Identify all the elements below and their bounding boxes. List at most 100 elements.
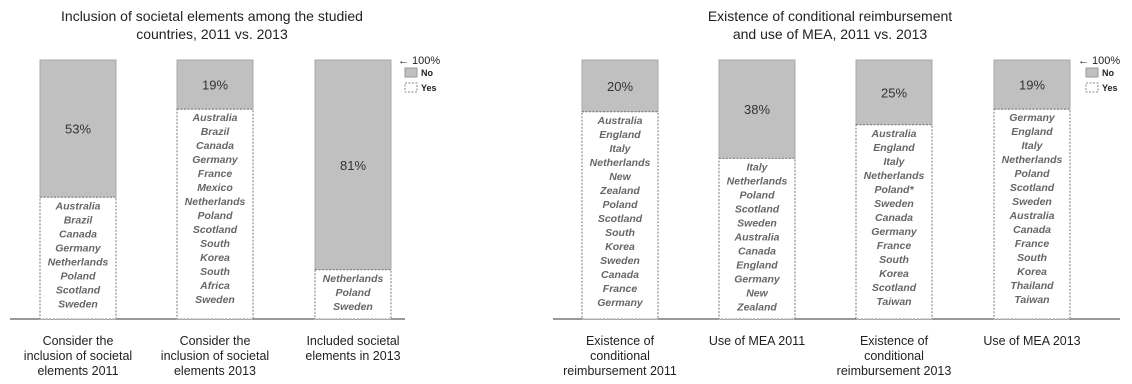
chart2-bar-1-country-14: Germany <box>597 297 644 309</box>
chart2-bar-1-country-4: Netherlands <box>590 157 651 169</box>
chart1-bar-yes-2 <box>176 108 254 320</box>
chart2-bar-1-country-13: France <box>603 283 638 295</box>
chart1-bar-no-2 <box>176 59 254 110</box>
chart2-bar-no-label-3: 25% <box>881 85 907 100</box>
chart2-bar-1-country-10: Korea <box>605 241 635 253</box>
chart1-bar-yes-1 <box>39 196 117 320</box>
chart2-title-line-2: and use of MEA, 2011 vs. 2013 <box>733 26 928 42</box>
chart2-bar-no-1 <box>581 59 659 113</box>
chart1-legend-label-yes: Yes <box>421 83 437 93</box>
chart2-bar-3-country-6: Sweden <box>874 198 914 210</box>
chart1-legend-swatch-yes <box>404 82 418 93</box>
chart1-bar-2-country-9: Scotland <box>193 224 238 236</box>
chart2-bar-4-country-9: Canada <box>1013 224 1051 236</box>
chart2-bar-2-country-2: Netherlands <box>727 175 788 187</box>
chart1-bar-1-country-6: Poland <box>60 270 96 282</box>
chart2-bar-4-country-11: South <box>1017 252 1047 264</box>
chart2-bar-3-country-9: France <box>877 240 912 252</box>
chart2-bar-1-country-12: Canada <box>601 269 639 281</box>
chart1-category-1-line-2: inclusion of societal <box>24 349 132 363</box>
chart2-bar-3-country-7: Canada <box>875 212 913 224</box>
chart1-bar-3-country-3: Sweden <box>333 301 373 313</box>
chart2-bar-3-country-12: Scotland <box>872 282 917 294</box>
chart1-bar-2-country-6: Mexico <box>197 182 233 194</box>
chart2-category-1-line-3: reimbursement 2011 <box>563 364 677 378</box>
chart2-legend-swatch-yes <box>1085 82 1099 93</box>
chart2-bar-3-country-5: Poland* <box>874 184 914 196</box>
chart2-category-2-line-1: Use of MEA 2011 <box>709 334 805 348</box>
chart1-bar-1-country-7: Scotland <box>56 284 101 296</box>
chart1-bar-2-country-1: Australia <box>192 112 238 124</box>
chart2-bar-3-country-3: Italy <box>883 156 905 168</box>
chart1-title-line-1: Inclusion of societal elements among the… <box>61 8 363 24</box>
chart2-bar-3-country-1: Australia <box>871 128 917 140</box>
chart2-bar-2-country-11: Zealand <box>736 301 777 313</box>
chart2-bar-2-country-9: Germany <box>734 273 781 285</box>
chart1-bar-3-country-1: Netherlands <box>323 273 384 285</box>
chart2-bar-3-country-4: Netherlands <box>864 170 925 182</box>
chart2-category-1-line-1: Existence of <box>586 334 655 348</box>
chart2-legend-label-yes: Yes <box>1102 83 1118 93</box>
chart2-bar-4-country-12: Korea <box>1017 266 1047 278</box>
chart2-bar-4-country-2: England <box>1011 126 1053 138</box>
chart2-bar-4-country-5: Poland <box>1014 168 1050 180</box>
chart2-bar-no-label-2: 38% <box>744 102 770 117</box>
chart1-bar-yes-3 <box>314 269 392 320</box>
chart2-bar-2-country-1: Italy <box>746 161 768 173</box>
chart2-bar-1-country-5: New <box>609 171 631 183</box>
chart2-bar-1-country-9: South <box>605 227 635 239</box>
chart1-bar-2-country-4: Germany <box>192 154 239 166</box>
chart2-bar-4-country-8: Australia <box>1009 210 1055 222</box>
chart2-bar-2-country-3: Poland <box>739 189 775 201</box>
chart1-bar-1-country-2: Brazil <box>64 214 94 226</box>
chart2-bar-3-country-11: Korea <box>879 268 909 280</box>
chart2-bar-1-country-8: Scotland <box>598 213 643 225</box>
chart1-category-2-line-2: inclusion of societal <box>161 349 269 363</box>
chart1-bar-2-country-13: Africa <box>199 280 230 292</box>
chart1-legend-label-no: No <box>421 68 433 78</box>
chart1-category-3-line-1: Included societal <box>306 334 399 348</box>
chart1-bar-2-country-12: South <box>200 266 230 278</box>
chart2-bar-no-4 <box>993 59 1071 110</box>
chart2-bar-2-country-10: New <box>746 287 768 299</box>
chart1-top-marker: ← 100% <box>398 55 440 67</box>
chart1-bar-1-country-1: Australia <box>55 200 101 212</box>
chart1-category-1-line-3: elements 2011 <box>37 364 118 378</box>
chart1-bar-2-country-5: France <box>198 168 233 180</box>
chart2-bar-3-country-10: South <box>879 254 909 266</box>
chart1-bar-1-country-5: Netherlands <box>48 256 109 268</box>
chart1-bar-2-country-8: Poland <box>197 210 233 222</box>
chart2-bar-4-country-10: France <box>1015 238 1050 250</box>
chart1-bar-no-label-3: 81% <box>340 158 366 173</box>
chart2-bar-yes-2 <box>718 157 796 320</box>
chart1-bar-1-country-3: Canada <box>59 228 97 240</box>
chart2-bar-3-country-8: Germany <box>871 226 918 238</box>
chart1-bar-2-country-3: Canada <box>196 140 234 152</box>
chart2-bar-4-country-1: Germany <box>1009 112 1056 124</box>
chart2-bar-2-country-8: England <box>736 259 778 271</box>
chart2-bar-4-country-7: Sweden <box>1012 196 1052 208</box>
chart2-bar-2-country-6: Australia <box>734 231 780 243</box>
chart2-bar-2-country-4: Scotland <box>735 203 780 215</box>
chart1-legend-swatch-no <box>404 67 418 78</box>
chart2-category-3-line-3: reimbursement 2013 <box>837 364 952 378</box>
chart2-legend-swatch-no <box>1085 67 1099 78</box>
chart2-bar-4-country-3: Italy <box>1021 140 1043 152</box>
chart1-bar-2-country-10: South <box>200 238 230 250</box>
chart1-title-line-2: countries, 2011 vs. 2013 <box>136 26 288 42</box>
chart2-category-4-line-1: Use of MEA 2013 <box>983 334 1080 348</box>
chart1-bar-2-country-11: Korea <box>200 252 230 264</box>
chart2-title-line-1: Existence of conditional reimbursement <box>708 8 952 24</box>
chart1-category-2-line-1: Consider the <box>180 334 251 348</box>
chart2-bar-1-country-7: Poland <box>602 199 638 211</box>
chart2-bar-yes-1 <box>581 111 659 320</box>
chart1-bar-2-country-7: Netherlands <box>185 196 246 208</box>
chart1-bar-no-label-1: 53% <box>65 122 91 137</box>
chart2-legend-label-no: No <box>1102 68 1114 78</box>
chart2-category-3-line-2: conditional <box>864 349 924 363</box>
chart2-bar-yes-4 <box>993 108 1071 320</box>
chart1-bar-1-country-8: Sweden <box>58 298 98 310</box>
chart2-bar-1-country-6: Zealand <box>599 185 640 197</box>
chart2-bar-3-country-13: Taiwan <box>876 296 911 308</box>
